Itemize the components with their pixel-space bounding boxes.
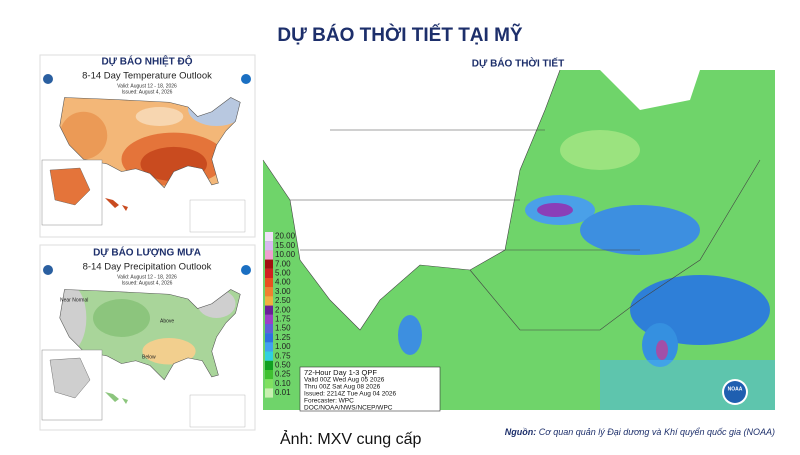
map-issued: Issued: August 4, 2026 <box>122 280 173 286</box>
legend-label: 2.00 <box>275 305 291 314</box>
legend-box <box>189 394 246 428</box>
legend-swatch <box>265 250 273 260</box>
legend-label: 1.50 <box>275 324 291 333</box>
legend-label: 5.00 <box>275 269 291 278</box>
info-line: Issued: 2214Z Tue Aug 04 2026 <box>304 391 397 398</box>
legend-swatch <box>265 305 273 315</box>
info-line: Thru 00Z Sat Aug 08 2026 <box>304 384 381 391</box>
info-line: Forecaster: WPC <box>304 398 354 405</box>
legend-label: 0.25 <box>275 370 291 379</box>
alaska-shape <box>49 357 91 399</box>
photo-caption: Ảnh: MXV cung cấp <box>280 429 422 448</box>
panel-heading: DỰ BÁO NHIỆT ĐỘ <box>101 55 192 68</box>
legend-label: 4.00 <box>275 278 291 287</box>
map-label: Above <box>160 318 174 324</box>
logo-text: NOAA <box>728 386 743 392</box>
map-label: Below <box>142 354 156 360</box>
legend-swatch <box>265 360 273 370</box>
legend-label: 2.50 <box>275 296 291 305</box>
legend-label: 0.10 <box>275 379 291 388</box>
hawaii-shape <box>105 198 128 211</box>
legend-swatch <box>265 296 273 306</box>
legend-swatch <box>265 268 273 278</box>
map-issued: Issued: August 4, 2026 <box>122 89 173 95</box>
legend-label: 1.25 <box>275 333 291 342</box>
info-line: DOC/NOAA/NWS/NCEP/WPC <box>304 405 393 412</box>
legend-swatch <box>265 379 273 389</box>
legend-label: 15.00 <box>275 241 296 250</box>
source: Nguồn: Cơ quan quản lý Đại dương và Khí … <box>505 427 775 437</box>
legend-swatch <box>265 314 273 324</box>
qpf-map <box>262 69 775 410</box>
qpf-legend: 20.0015.0010.007.005.004.003.002.502.001… <box>265 232 296 398</box>
info-line: Valid 00Z Wed Aug 05 2026 <box>304 377 385 384</box>
map-valid: Valid: August 12 - 18, 2026 <box>117 274 177 280</box>
map-valid: Valid: August 12 - 18, 2026 <box>117 83 177 89</box>
legend-swatch <box>265 370 273 380</box>
logo <box>43 74 53 84</box>
legend-label: 10.00 <box>275 250 296 259</box>
noaa-logo-inner <box>724 381 746 403</box>
legend-swatch <box>265 333 273 343</box>
legend-swatch <box>265 351 273 361</box>
hawaii-shape <box>105 392 128 404</box>
logo <box>43 265 53 275</box>
legend-swatch <box>265 287 273 297</box>
legend-label: 3.00 <box>275 287 291 296</box>
legend-swatch <box>265 232 273 242</box>
legend-label: 0.75 <box>275 351 291 360</box>
source-label: Nguồn: <box>505 427 537 437</box>
logo <box>241 74 251 84</box>
legend-swatch <box>265 342 273 352</box>
legend-box <box>189 199 246 233</box>
legend-swatch <box>265 324 273 334</box>
panel-heading: DỰ BÁO THỜI TIẾT <box>472 57 564 70</box>
legend-label: 0.01 <box>275 388 291 397</box>
legend-label: 1.00 <box>275 342 291 351</box>
source-text: Cơ quan quản lý Đại dương và Khí quyển q… <box>539 427 775 437</box>
panel-heading: DỰ BÁO LƯỢNG MƯA <box>93 246 201 259</box>
map-label: Near Normal <box>60 297 88 303</box>
info-box <box>299 366 441 412</box>
legend-label: 20.00 <box>275 232 296 241</box>
map-title: 8-14 Day Precipitation Outlook <box>83 262 212 273</box>
legend-swatch <box>265 278 273 288</box>
logo <box>241 265 251 275</box>
legend-label: 7.00 <box>275 259 291 268</box>
legend-swatch <box>265 259 273 269</box>
alaska-shape <box>49 167 91 206</box>
legend-label: 0.50 <box>275 361 291 370</box>
legend-label: 1.75 <box>275 315 291 324</box>
map-title: 8-14 Day Temperature Outlook <box>82 71 212 82</box>
legend-swatch <box>265 388 273 398</box>
info-line: 72-Hour Day 1-3 QPF <box>304 368 377 377</box>
page-title: DỰ BÁO THỜI TIẾT TẠI MỸ <box>277 24 523 46</box>
legend-swatch <box>265 241 273 251</box>
